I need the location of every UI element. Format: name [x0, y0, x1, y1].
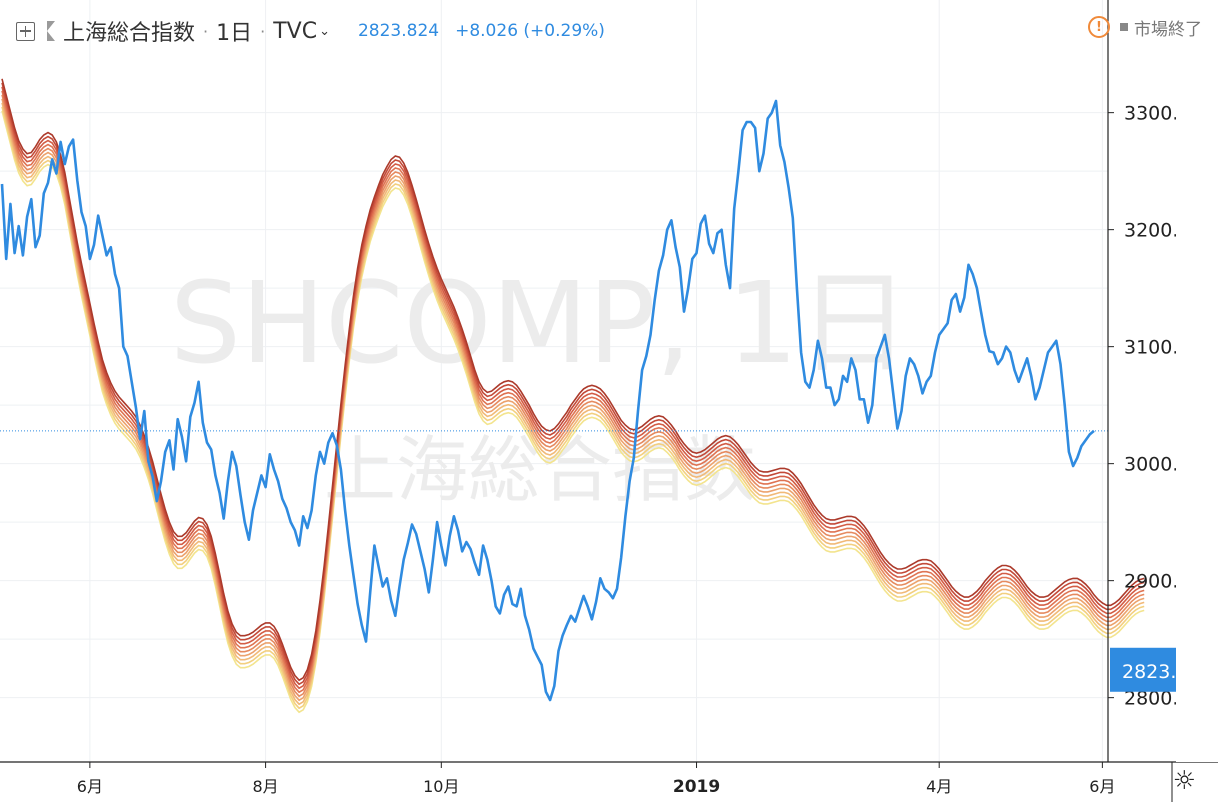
separator-dot: · [260, 21, 266, 41]
warning-icon[interactable]: ! [1088, 16, 1110, 38]
watermark-symbol: SHCOMP, 1日 [170, 259, 910, 389]
chevron-down-icon[interactable]: ⌄ [319, 23, 330, 39]
settings-gear-icon[interactable]: ☼ [1172, 766, 1196, 796]
ma-band-1 [1, 110, 1145, 714]
ma-band-2 [1, 106, 1145, 710]
ma-band-5 [1, 94, 1145, 698]
x-tick-label: 8月 [252, 777, 278, 796]
symbol-name[interactable]: 上海総合指数 [63, 21, 196, 46]
ma-band-4 [1, 98, 1145, 702]
price-change: +8.026 (+0.29%) [455, 21, 605, 41]
y-tick-label: 2900.0 [1124, 571, 1190, 593]
x-tick-label: 6月 [1089, 777, 1115, 796]
expand-icon[interactable] [16, 21, 35, 41]
ma-band-3 [1, 102, 1145, 706]
current-price-tag [1110, 647, 1176, 692]
symbol-flag-icon [47, 21, 55, 41]
last-price: 2823.824 [357, 21, 440, 41]
y-tick-label: 3100.0 [1124, 337, 1190, 359]
ma-band-9 [1, 78, 1145, 682]
interval[interactable]: 1日 [216, 21, 253, 46]
axis-clip [1176, 0, 1218, 762]
ma-band-6 [1, 90, 1145, 694]
status-square-icon [1120, 23, 1128, 31]
market-status-text: 市場終了 [1134, 19, 1202, 40]
current-price-label: 2823.8 [1122, 661, 1188, 683]
watermark-name: 上海総合指数 [324, 428, 756, 512]
x-tick-label: 2019 [673, 777, 720, 797]
x-tick-label: 6月 [77, 777, 103, 796]
price-series [0, 99, 1108, 702]
chart-header: 上海総合指数 · 1日 · TVC ⌄ 2823.824 +8.026 (+0.… [16, 14, 605, 48]
y-tick-label: 3300.0 [1124, 103, 1190, 125]
ma-band-8 [1, 82, 1145, 686]
ma-band-7 [1, 86, 1145, 690]
moving-average-ribbon [1, 78, 1145, 714]
x-tick-label: 10月 [423, 777, 459, 796]
price-line [0, 99, 1095, 702]
y-tick-label: 2800.0 [1124, 688, 1190, 710]
y-tick-label: 3200.0 [1124, 220, 1190, 242]
exchange[interactable]: TVC [273, 18, 318, 44]
market-status: ! 市場終了 [1088, 14, 1202, 40]
separator-dot: · [203, 21, 209, 41]
x-tick-label: 4月 [926, 777, 952, 796]
y-tick-label: 3000.0 [1124, 454, 1190, 476]
